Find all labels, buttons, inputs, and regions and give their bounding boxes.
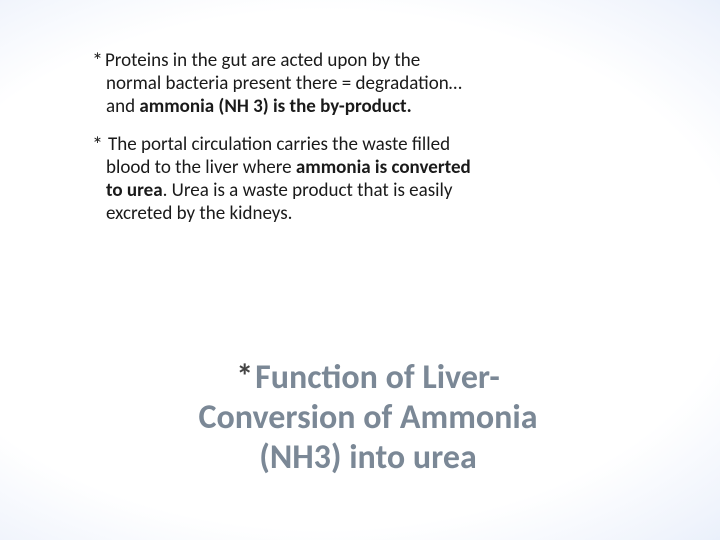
title-line2: Conversion of Ammonia [198,397,537,438]
asterisk-icon: * [236,357,253,398]
body-text: *Proteins in the gut are acted upon by t… [92,46,582,238]
bullet-2-line2: blood to the liver where ammonia is conv… [92,157,582,180]
slide-title: *Function of Liver- Conversion of Ammoni… [148,358,588,478]
bullet-1-line3: and ammonia (NH 3) is the by-product. [92,96,582,119]
bullet-2-line4: excreted by the kidneys. [92,203,582,226]
bullet-2-line3: to urea. Urea is a waste product that is… [92,180,582,203]
asterisk-icon: * [92,131,103,158]
bullet-1: *Proteins in the gut are acted upon by t… [92,46,582,118]
bullet-2: *The portal circulation carries the wast… [92,130,582,225]
asterisk-icon: * [92,47,103,74]
title-line1: Function of Liver- [255,357,500,398]
title-line3: (NH3) into urea [259,437,477,478]
bullet-1-line1: Proteins in the gut are acted upon by th… [105,49,420,72]
bullet-1-line2: normal bacteria present there = degradat… [92,73,582,96]
bullet-2-line1: The portal circulation carries the waste… [108,133,450,156]
